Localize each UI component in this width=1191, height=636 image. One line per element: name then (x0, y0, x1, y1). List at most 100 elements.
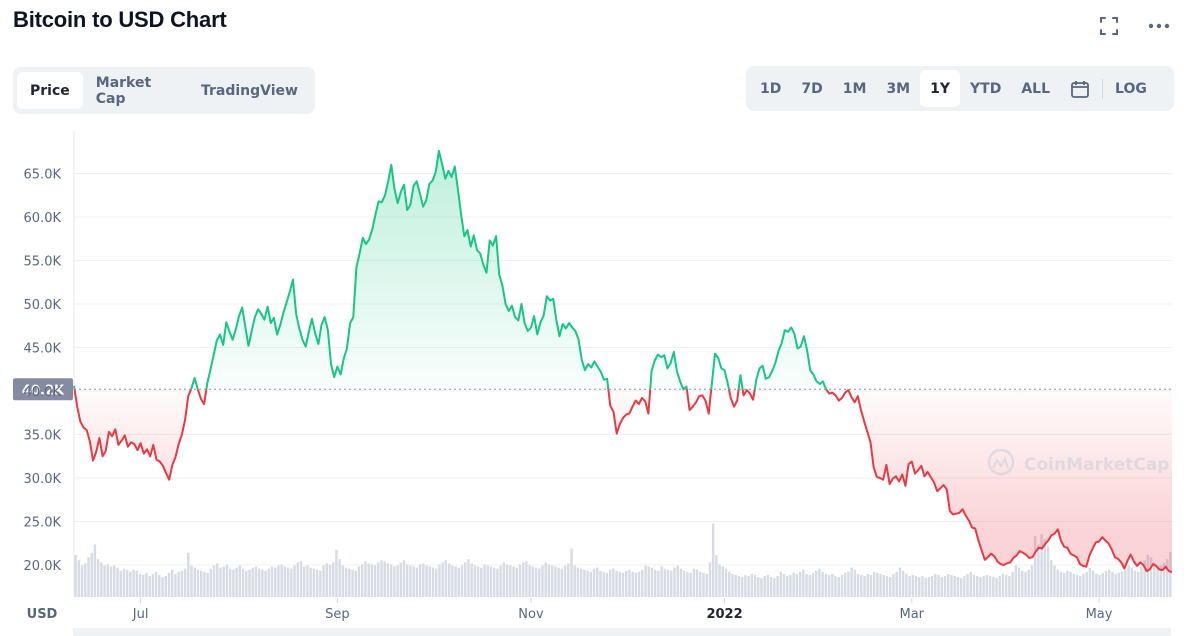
volume-bar (293, 565, 296, 597)
volume-bar (673, 567, 676, 597)
y-axis-ticks: 20.0K 25.0K 30.0K 35.0K 40.0K 45.0K 50.0K 55.0K… (24, 168, 62, 575)
volume-bar (489, 566, 493, 597)
fullscreen-icon[interactable] (1097, 14, 1121, 38)
volume-bar (766, 574, 770, 597)
volume-bar (84, 563, 87, 597)
volume-bar (138, 573, 142, 597)
volume-bar (769, 577, 773, 597)
volume-bar (573, 565, 576, 597)
volume-bar (360, 564, 364, 597)
volume-bar (521, 562, 525, 597)
tab-price[interactable]: Price (17, 72, 83, 109)
volume-bar (943, 576, 947, 597)
volume-bar (399, 562, 403, 597)
volume-bar (1101, 572, 1104, 597)
volume-bar (544, 562, 547, 597)
reference-label-text: 40.2K (22, 383, 65, 398)
volume-bar (879, 573, 882, 597)
currency-label: USD (27, 607, 58, 622)
range-7d-button[interactable]: 7D (801, 80, 823, 97)
y-tick-label: 25.0K (24, 516, 62, 531)
tab-tradingview[interactable]: TradingView (201, 82, 298, 99)
range-1m-button[interactable]: 1M (842, 80, 867, 97)
volume-bar (1040, 534, 1043, 597)
volume-bar (435, 568, 438, 597)
volume-bar (515, 567, 518, 597)
volume-bar (972, 574, 976, 597)
volume-bar (856, 573, 860, 597)
volume-bar (364, 561, 367, 597)
volume-bar (135, 570, 138, 597)
volume-bar (335, 549, 338, 597)
volume-bar (492, 567, 496, 597)
volume-bar (605, 572, 609, 597)
range-1y-button[interactable]: 1Y (920, 70, 961, 107)
volume-bar (773, 578, 776, 597)
volume-bar (406, 564, 409, 597)
volume-bar (908, 576, 911, 597)
price-line (73, 149, 1173, 573)
volume-bar (183, 568, 187, 597)
range-1d-button[interactable]: 1D (760, 80, 782, 97)
volume-bar (319, 570, 322, 597)
volume-bar (142, 574, 145, 597)
range-ytd-button[interactable]: YTD (970, 80, 1002, 97)
volume-bar (1043, 539, 1047, 597)
volume-bar (1001, 573, 1005, 597)
volume-bar (1104, 570, 1108, 597)
volume-bar (576, 567, 580, 597)
volume-bar (843, 572, 847, 597)
volume-bar (740, 577, 744, 597)
volume-bar (196, 569, 200, 597)
volume-bar (782, 573, 786, 597)
volume-bar (154, 571, 158, 597)
range-3m-button[interactable]: 3M (886, 80, 911, 97)
volume-bar (660, 566, 663, 597)
volume-bar (814, 570, 818, 597)
range-all-button[interactable]: ALL (1021, 80, 1051, 97)
volume-bar (222, 566, 225, 597)
volume-bar (1059, 571, 1063, 597)
volume-bar (679, 568, 683, 597)
volume-bar (290, 568, 293, 597)
volume-bar (998, 576, 1001, 597)
volume-bar (721, 566, 725, 597)
volume-bar (357, 566, 361, 597)
volume-bar (657, 570, 660, 597)
volume-bar (821, 571, 824, 597)
volume-bar (763, 576, 766, 597)
volume-bar (824, 573, 828, 597)
calendar-icon[interactable] (1060, 79, 1100, 99)
volume-bar (663, 568, 667, 597)
volume-bar (248, 569, 251, 597)
volume-bar (502, 562, 506, 597)
tab-market-cap[interactable]: Market Cap (95, 74, 152, 107)
x-tick-label: May (1086, 607, 1113, 622)
volume-bar (596, 567, 599, 597)
volume-bar (1082, 573, 1085, 597)
volume-bar (457, 567, 460, 597)
volume-bar (167, 572, 171, 597)
volume-bar (306, 565, 309, 597)
volume-bar (190, 565, 193, 597)
more-icon[interactable] (1147, 14, 1171, 38)
log-scale-button[interactable]: LOG (1115, 80, 1147, 97)
volume-bar (409, 565, 412, 597)
volume-bar (618, 571, 621, 597)
volume-bar (686, 571, 689, 597)
volume-bar (286, 567, 290, 597)
volume-bar (225, 564, 229, 597)
volume-bar (454, 566, 457, 597)
volume-bar (734, 574, 737, 597)
y-tick-label: 20.0K (24, 559, 62, 574)
volume-bar (860, 574, 863, 597)
volume-bar (303, 566, 306, 597)
volume-bar (257, 568, 261, 597)
volume-bar (476, 566, 480, 597)
volume-bar (470, 563, 473, 597)
volume-bar (592, 568, 596, 597)
volume-bar (1114, 573, 1117, 597)
volume-bar (441, 562, 444, 597)
volume-bar (251, 567, 254, 597)
volume-bar (299, 561, 303, 597)
